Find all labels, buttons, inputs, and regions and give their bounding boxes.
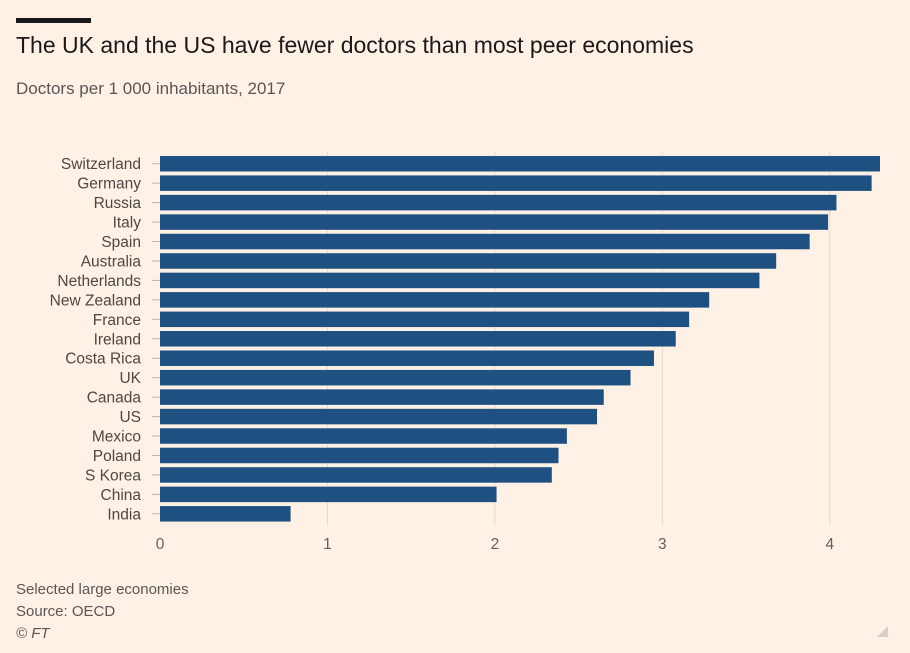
x-tick-label: 1 xyxy=(323,536,332,553)
bar xyxy=(160,292,710,308)
category-label: New Zealand xyxy=(50,292,141,309)
bar xyxy=(160,369,631,386)
bar xyxy=(160,175,872,191)
category-label: Italy xyxy=(113,215,142,232)
x-tick-label: 4 xyxy=(825,536,834,553)
category-label: Costa Rica xyxy=(65,351,141,368)
category-label: Spain xyxy=(101,234,141,251)
bar xyxy=(160,506,291,522)
category-label: Ireland xyxy=(94,331,141,348)
bar xyxy=(160,194,837,211)
title-rule xyxy=(16,18,91,23)
category-label: India xyxy=(107,506,141,523)
x-tick-label: 0 xyxy=(156,536,165,553)
category-label: Russia xyxy=(94,195,142,212)
bar xyxy=(160,428,567,444)
footer-note: Selected large economies xyxy=(16,581,189,598)
footer-source: Source: OECD xyxy=(16,603,116,620)
bar xyxy=(160,350,654,366)
category-label: Australia xyxy=(81,253,142,270)
category-label: Canada xyxy=(87,390,142,407)
footer-credit: © FT xyxy=(16,625,50,642)
category-label: France xyxy=(93,312,141,329)
category-label: Switzerland xyxy=(61,156,141,173)
x-tick-label: 3 xyxy=(658,536,667,553)
bar xyxy=(160,233,810,250)
bar xyxy=(160,272,760,289)
category-label: UK xyxy=(119,370,141,387)
bar xyxy=(160,311,690,328)
bar xyxy=(160,214,829,230)
resize-handle-icon[interactable] xyxy=(877,626,888,637)
category-label: Netherlands xyxy=(57,273,141,290)
category-label: US xyxy=(119,409,141,426)
category-label: China xyxy=(101,487,142,504)
bar xyxy=(160,408,598,425)
category-label: S Korea xyxy=(85,467,141,484)
bar xyxy=(160,486,497,503)
bar xyxy=(160,467,552,483)
category-label: Mexico xyxy=(92,429,141,446)
bar xyxy=(160,447,559,464)
bar xyxy=(160,253,777,269)
category-label: Germany xyxy=(77,176,141,193)
category-label: Poland xyxy=(93,448,141,465)
bar xyxy=(160,389,604,405)
x-tick-label: 2 xyxy=(491,536,500,553)
bar xyxy=(160,331,676,347)
chart-title: The UK and the US have fewer doctors tha… xyxy=(16,32,694,58)
bar xyxy=(160,155,880,172)
chart-subtitle: Doctors per 1 000 inhabitants, 2017 xyxy=(16,79,286,98)
